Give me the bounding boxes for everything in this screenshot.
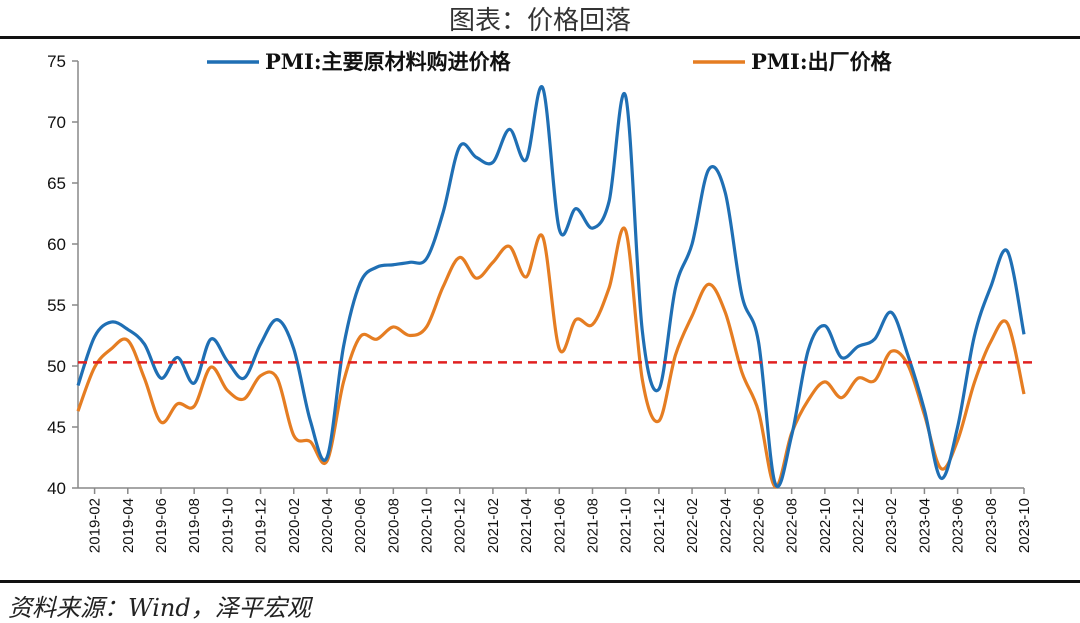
x-tick-label: 2020-10 [419, 498, 436, 553]
x-tick-label: 2020-12 [452, 498, 469, 553]
x-tick-label: 2022-08 [784, 498, 801, 553]
x-tick-label: 2019-12 [253, 498, 270, 553]
y-tick-label: 50 [47, 357, 66, 376]
line-chart: 40 45 50 55 60 65 70 75 2019-02 2019-04 2019-06 201… [47, 49, 1034, 553]
y-tick-label: 55 [47, 296, 66, 315]
x-tick-label: 2023-10 [1016, 498, 1033, 553]
series-lines [76, 85, 1034, 489]
x-tick-label: 2023-04 [916, 498, 933, 553]
x-tick-label: 2022-06 [750, 498, 767, 553]
legend-label: PMI:主要原材料购进价格 [265, 49, 512, 74]
x-tick-label: 2019-10 [219, 498, 236, 553]
top-rule [0, 36, 1080, 39]
y-tick-label: 75 [47, 52, 66, 71]
x-tick-label: 2021-04 [518, 498, 535, 553]
x-tick-label: 2023-02 [883, 498, 900, 553]
y-tick-label: 65 [47, 174, 66, 193]
legend-label: PMI:出厂价格 [751, 49, 893, 74]
legend: PMI:主要原材料购进价格 PMI:出厂价格 [207, 49, 893, 74]
y-tick-label: 40 [47, 479, 66, 498]
x-tick-label: 2021-06 [551, 498, 568, 553]
x-tick-label: 2019-04 [120, 498, 137, 553]
x-tick-label: 2023-08 [983, 498, 1000, 553]
x-tick-label: 2019-08 [186, 498, 203, 553]
y-tick-label: 60 [47, 235, 66, 254]
y-tick-label: 70 [47, 113, 66, 132]
x-tick-label: 2023-06 [950, 498, 967, 553]
x-tick-label: 2021-08 [584, 498, 601, 553]
y-tick-label: 45 [47, 418, 66, 437]
x-tick-label: 2020-04 [319, 498, 336, 553]
bottom-rule [0, 580, 1080, 583]
x-tick-label: 2020-06 [352, 498, 369, 553]
x-tick-label: 2021-10 [618, 498, 635, 553]
chart-title: 图表：价格回落 [448, 6, 631, 36]
x-tick-label: 2021-02 [485, 498, 502, 553]
x-tick-label: 2022-10 [817, 498, 834, 553]
source-note: 资料来源：Wind，泽平宏观 [8, 594, 311, 622]
x-tick-label: 2020-02 [286, 498, 303, 553]
x-tick-label: 2022-02 [684, 498, 701, 553]
x-tick-label: 2021-12 [651, 498, 668, 553]
series-line-output-price [76, 226, 1026, 489]
series-line-raw-material-price [76, 85, 1026, 488]
x-tick-label: 2019-02 [87, 498, 104, 553]
x-tick-label: 2019-06 [153, 498, 170, 553]
x-tick-label: 2020-08 [385, 498, 402, 553]
x-tick-label: 2022-12 [850, 498, 867, 553]
x-tick-label: 2022-04 [717, 498, 734, 553]
axes: 40 45 50 55 60 65 70 75 2019-02 2019-04 2019-06 201… [47, 52, 1033, 553]
